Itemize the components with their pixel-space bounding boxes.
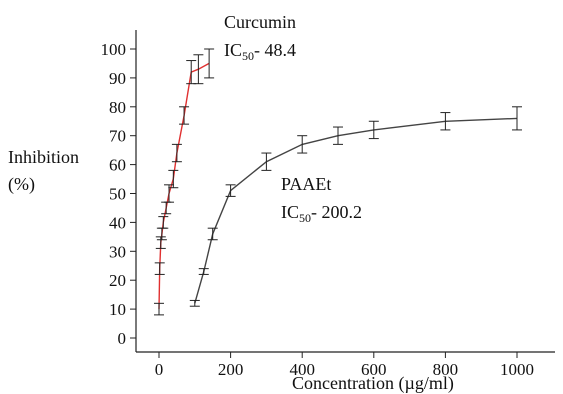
curcumin-ic50-value: - 48.4 <box>254 40 296 60</box>
y-axis-unit: (%) <box>8 174 35 195</box>
curcumin-label: Curcumin <box>224 12 296 32</box>
y-tick-label-10: 10 <box>109 300 126 319</box>
y-axis-ticks: 0 10 20 30 40 50 60 70 80 90 100 <box>101 40 137 348</box>
error-bar-curcumin-2 <box>156 237 166 249</box>
y-tick-label-20: 20 <box>109 271 126 290</box>
y-tick-label-60: 60 <box>109 156 126 175</box>
y-tick-label-90: 90 <box>109 69 126 88</box>
paaet-ic50-label: IC50- 200.2 <box>281 202 362 225</box>
curcumin-ic50-subscript: 50 <box>242 49 254 63</box>
paaet-label: PAAEt <box>281 174 331 194</box>
error-bar-curcumin-3 <box>157 228 167 240</box>
curcumin-ic50-label: IC50- 48.4 <box>224 40 296 63</box>
error-bar-curcumin-8 <box>172 144 182 161</box>
series-line-curcumin <box>159 63 209 309</box>
paaet-ic50-value: - 200.2 <box>311 202 362 222</box>
paaet-ic50-prefix: IC <box>281 202 299 222</box>
series-curcumin <box>154 49 214 315</box>
y-tick-label-50: 50 <box>109 185 126 204</box>
y-axis-title: Inhibition <box>8 147 79 167</box>
y-tick-label-30: 30 <box>109 242 126 261</box>
x-tick-label-200: 200 <box>218 360 244 379</box>
x-tick-label-0: 0 <box>155 360 164 379</box>
y-tick-label-70: 70 <box>109 127 126 146</box>
x-tick-label-1000: 1000 <box>500 360 534 379</box>
error-bar-curcumin-10 <box>186 61 196 84</box>
curcumin-ic50-prefix: IC <box>224 40 242 60</box>
error-bar-curcumin-9 <box>179 107 189 124</box>
error-bar-curcumin-4 <box>158 217 168 229</box>
error-bar-curcumin-1 <box>155 263 165 275</box>
error-bar-paaet-3 <box>226 185 236 197</box>
error-bar-curcumin-12 <box>204 49 214 78</box>
error-bar-paaet-5 <box>297 136 307 153</box>
error-bar-paaet-0 <box>190 300 200 306</box>
error-bar-curcumin-11 <box>193 55 203 84</box>
y-tick-label-40: 40 <box>109 213 126 232</box>
x-axis-title: Concentration (µg/ml) <box>292 373 454 394</box>
error-bar-paaet-2 <box>208 228 218 240</box>
error-bar-paaet-4 <box>261 153 271 170</box>
y-tick-label-0: 0 <box>118 329 127 348</box>
y-tick-label-100: 100 <box>101 40 127 59</box>
error-bar-curcumin-5 <box>161 202 171 214</box>
error-bar-curcumin-0 <box>154 303 164 315</box>
y-tick-label-80: 80 <box>109 98 126 117</box>
error-bar-paaet-1 <box>199 269 209 275</box>
series-layer <box>154 49 522 315</box>
paaet-ic50-subscript: 50 <box>299 211 311 225</box>
